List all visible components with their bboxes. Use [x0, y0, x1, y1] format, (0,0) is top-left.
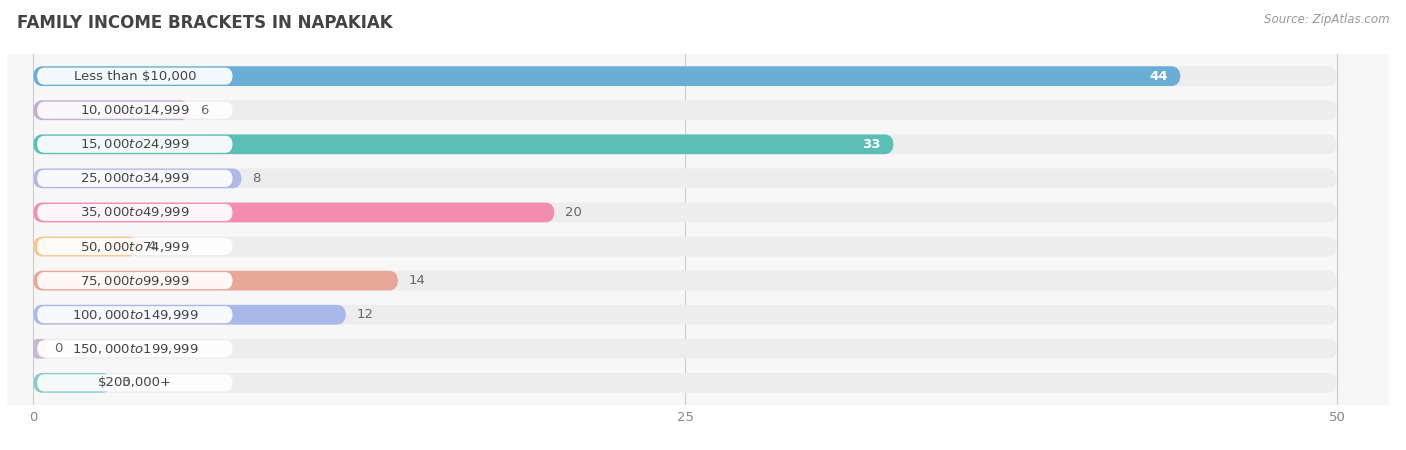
FancyBboxPatch shape	[37, 306, 232, 323]
FancyBboxPatch shape	[34, 202, 1337, 222]
FancyBboxPatch shape	[37, 204, 232, 221]
Text: 3: 3	[122, 376, 131, 389]
FancyBboxPatch shape	[37, 238, 232, 255]
Text: $25,000 to $34,999: $25,000 to $34,999	[80, 171, 190, 185]
FancyBboxPatch shape	[34, 271, 1337, 291]
Text: $50,000 to $74,999: $50,000 to $74,999	[80, 239, 190, 253]
FancyBboxPatch shape	[37, 374, 232, 392]
Text: $100,000 to $149,999: $100,000 to $149,999	[72, 308, 198, 322]
FancyBboxPatch shape	[37, 68, 232, 85]
Text: 0: 0	[53, 342, 62, 355]
FancyBboxPatch shape	[34, 100, 1337, 120]
FancyBboxPatch shape	[34, 66, 1181, 86]
Text: 14: 14	[409, 274, 426, 287]
FancyBboxPatch shape	[34, 66, 1337, 86]
FancyBboxPatch shape	[34, 168, 242, 188]
Text: Source: ZipAtlas.com: Source: ZipAtlas.com	[1264, 14, 1389, 27]
Text: $35,000 to $49,999: $35,000 to $49,999	[80, 206, 190, 220]
FancyBboxPatch shape	[34, 271, 398, 291]
FancyBboxPatch shape	[34, 168, 1337, 188]
Text: 33: 33	[862, 138, 880, 151]
Text: $75,000 to $99,999: $75,000 to $99,999	[80, 274, 190, 288]
FancyBboxPatch shape	[34, 135, 894, 154]
FancyBboxPatch shape	[34, 339, 1337, 359]
Text: $150,000 to $199,999: $150,000 to $199,999	[72, 342, 198, 356]
FancyBboxPatch shape	[34, 373, 111, 393]
FancyBboxPatch shape	[37, 272, 232, 289]
Text: 6: 6	[200, 104, 208, 117]
Text: 12: 12	[357, 308, 374, 321]
Text: $15,000 to $24,999: $15,000 to $24,999	[80, 137, 190, 151]
Text: 20: 20	[565, 206, 582, 219]
FancyBboxPatch shape	[34, 202, 554, 222]
FancyBboxPatch shape	[37, 340, 232, 357]
Text: 8: 8	[252, 172, 260, 185]
FancyBboxPatch shape	[34, 237, 138, 256]
FancyBboxPatch shape	[37, 136, 232, 153]
FancyBboxPatch shape	[34, 305, 1337, 324]
FancyBboxPatch shape	[34, 305, 346, 324]
Text: $200,000+: $200,000+	[98, 376, 172, 389]
FancyBboxPatch shape	[34, 339, 46, 359]
Text: 44: 44	[1149, 70, 1167, 83]
FancyBboxPatch shape	[37, 170, 232, 187]
FancyBboxPatch shape	[34, 135, 1337, 154]
Text: 4: 4	[148, 240, 156, 253]
FancyBboxPatch shape	[34, 237, 1337, 256]
FancyBboxPatch shape	[34, 100, 190, 120]
Text: $10,000 to $14,999: $10,000 to $14,999	[80, 103, 190, 117]
Text: FAMILY INCOME BRACKETS IN NAPAKIAK: FAMILY INCOME BRACKETS IN NAPAKIAK	[17, 14, 392, 32]
Text: Less than $10,000: Less than $10,000	[73, 70, 195, 83]
FancyBboxPatch shape	[37, 102, 232, 119]
FancyBboxPatch shape	[34, 373, 1337, 393]
